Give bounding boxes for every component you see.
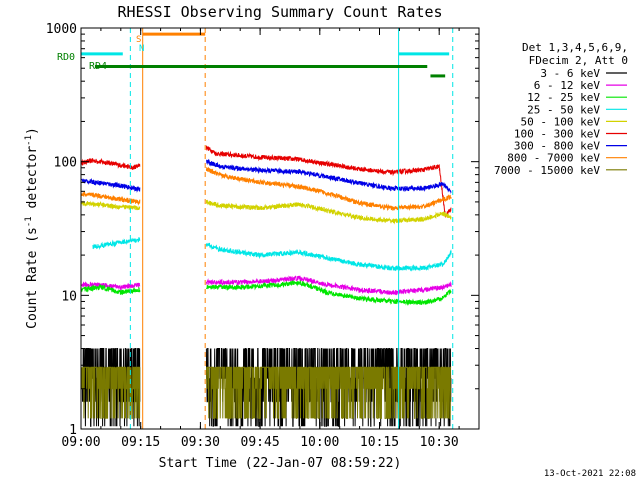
series-line bbox=[81, 366, 141, 419]
legend-entry-label: 100 - 300 keV bbox=[514, 128, 600, 141]
series-line bbox=[205, 199, 452, 225]
legend-entry-label: 25 - 50 keV bbox=[527, 103, 600, 116]
footer-timestamp: 13-Oct-2021 22:08 bbox=[544, 469, 636, 479]
y-tick-label: 10 bbox=[61, 289, 77, 304]
series-line bbox=[205, 279, 452, 306]
chart-title: RHESSI Observing Summary Count Rates bbox=[117, 3, 442, 21]
x-tick-label: 10:15 bbox=[360, 435, 399, 450]
x-tick-label: 10:30 bbox=[420, 435, 459, 450]
data-gap bbox=[143, 29, 205, 428]
y-axis-label-part: detector bbox=[25, 146, 40, 217]
legend-entry-label: 3 - 6 keV bbox=[540, 67, 600, 80]
legend-entry-label: 300 - 800 keV bbox=[514, 140, 600, 153]
series-line bbox=[205, 166, 452, 212]
y-axis-label-sup: -1 bbox=[24, 216, 34, 227]
status-layer: RD0 RD4 SN bbox=[57, 32, 450, 78]
series-line bbox=[81, 200, 141, 211]
x-tick-label: 09:30 bbox=[181, 435, 220, 450]
x-tick-label: 09:15 bbox=[121, 435, 160, 450]
x-tick-label: 09:00 bbox=[61, 435, 100, 450]
series-line bbox=[205, 275, 452, 296]
x-axis-label: Start Time (22-Jan-07 08:59:22) bbox=[159, 456, 402, 471]
status-label-n: N bbox=[139, 44, 144, 54]
series-line bbox=[81, 157, 141, 171]
series-line bbox=[206, 158, 452, 194]
series-line bbox=[92, 237, 141, 250]
legend-entry-label: 7000 - 15000 keV bbox=[494, 164, 600, 177]
y-tick-label: 1 bbox=[69, 423, 77, 438]
series-line bbox=[206, 366, 452, 419]
legend-entry-label: 800 - 7000 keV bbox=[507, 152, 600, 165]
legend-entry-label: 6 - 12 keV bbox=[534, 79, 601, 92]
legend-header-line: Det 1,3,4,5,6,9, bbox=[522, 41, 628, 54]
series-line bbox=[81, 281, 141, 292]
series-layer bbox=[81, 145, 452, 427]
legend-header-line: FDecim 2, Att 0 bbox=[529, 54, 628, 67]
status-label-s: S bbox=[136, 35, 141, 45]
y-axis-label-part: Count Rate (s bbox=[25, 227, 40, 329]
legend-entry-label: 12 - 25 keV bbox=[527, 91, 600, 104]
x-tick-label: 09:45 bbox=[241, 435, 280, 450]
axis-layer: 09:00 09:15 09:30 09:45 10:00 10:15 10:30 1 10 10… bbox=[46, 22, 480, 450]
legend-entry-label: 50 - 100 keV bbox=[521, 115, 601, 128]
series-line bbox=[205, 145, 452, 219]
status-label-rd0: RD0 bbox=[57, 52, 75, 63]
series-line bbox=[205, 242, 452, 272]
marker-layer bbox=[129, 28, 454, 429]
y-axis-label-sup: -1 bbox=[24, 135, 34, 146]
y-tick-label: 1000 bbox=[46, 22, 77, 37]
legend: Det 1,3,4,5,6,9, FDecim 2, Att 0 3 - 6 k… bbox=[494, 41, 628, 177]
y-axis-label: Count Rate (s-1 detector-1) bbox=[24, 127, 40, 329]
y-axis-label-part: ) bbox=[25, 127, 40, 135]
y-tick-label: 100 bbox=[54, 156, 77, 171]
x-tick-label: 10:00 bbox=[300, 435, 339, 450]
status-label-rd4: RD4 bbox=[89, 61, 107, 72]
series-line bbox=[81, 178, 141, 193]
